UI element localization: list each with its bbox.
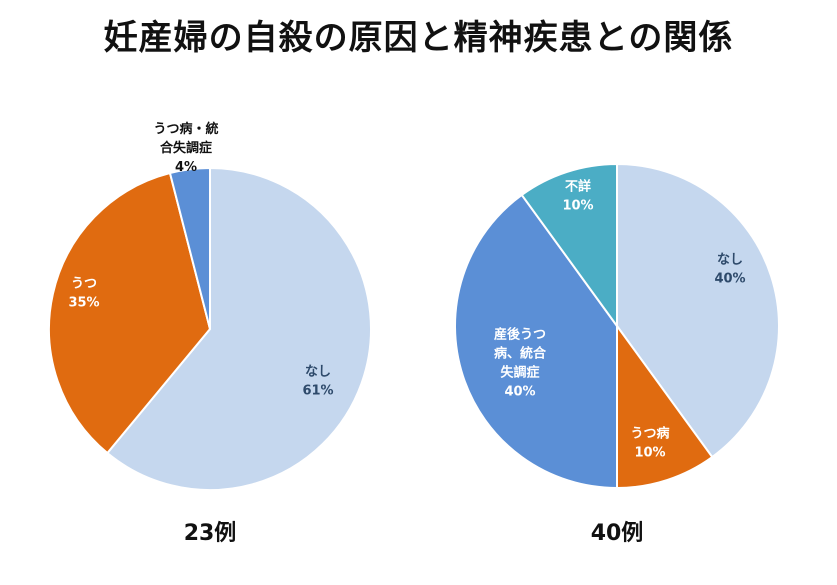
- pie-chart-1: なし 61% うつ 35% うつ病・統合失調症 4% 23例: [48, 121, 372, 546]
- pie-slice-1-3: [168, 166, 211, 330]
- pie-slice-1-1: [105, 166, 372, 491]
- page-title: 妊産婦の自殺の原因と精神疾患との関係: [103, 18, 734, 58]
- slice-label-1-2: うつ 35%: [68, 277, 99, 311]
- pie-slice-2-2: [616, 322, 714, 490]
- slice-label-2-2: うつ病 10%: [630, 426, 669, 461]
- chart-caption-2: 40例: [591, 521, 644, 546]
- pie-slice-1-2: [48, 171, 212, 455]
- slice-label-1-1: なし 61%: [302, 365, 333, 399]
- slice-label-2-1: なし 40%: [714, 253, 745, 287]
- slice-label-2-3: 産後うつ病、統合失調症 40%: [494, 327, 547, 400]
- pie-chart-2: なし 40% うつ病 10% 産後うつ病、統合失調症 40% 不詳 10% 40例: [454, 162, 780, 546]
- slice-label-2-4: 不詳 10%: [562, 179, 593, 214]
- pie-slice-2-3: [454, 193, 618, 490]
- pie-slice-2-4: [520, 162, 618, 330]
- chart-caption-1: 23例: [184, 521, 237, 546]
- pie-slice-2-1: [616, 162, 780, 459]
- slice-label-1-3: うつ病・統合失調症 4%: [153, 121, 218, 175]
